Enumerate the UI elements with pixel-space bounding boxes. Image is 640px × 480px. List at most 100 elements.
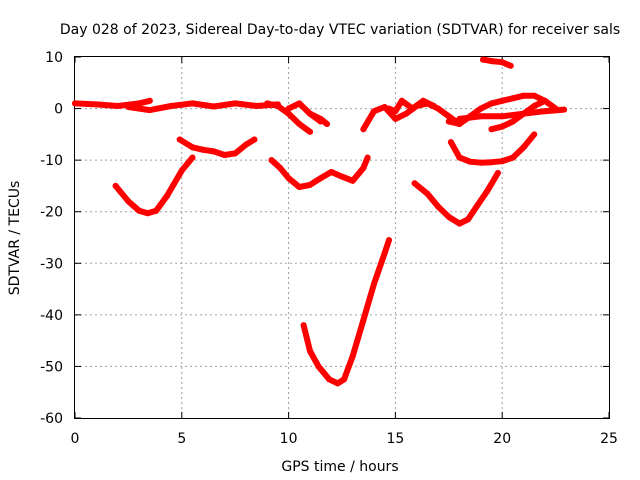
- data-point: [349, 177, 356, 184]
- data-point: [488, 58, 495, 65]
- data-point: [146, 107, 153, 114]
- x-tick-label: 0: [71, 431, 80, 447]
- data-point: [200, 146, 207, 153]
- y-tick-label: -60: [40, 411, 63, 427]
- data-point: [411, 180, 418, 187]
- data-point: [285, 175, 292, 182]
- data-point: [178, 167, 185, 174]
- data-point: [424, 190, 431, 197]
- data-point: [467, 158, 474, 165]
- data-point: [144, 210, 151, 217]
- data-point: [328, 169, 335, 175]
- data-point: [317, 175, 324, 182]
- data-point: [499, 97, 506, 104]
- data-point: [420, 97, 427, 104]
- data-point: [176, 136, 183, 143]
- data-point: [445, 118, 452, 125]
- y-tick-label: -10: [40, 153, 63, 169]
- data-point: [349, 353, 356, 360]
- data-point: [189, 100, 196, 107]
- data-point: [72, 100, 78, 107]
- data-point: [285, 110, 292, 117]
- data-point: [360, 164, 367, 171]
- data-point: [409, 105, 416, 112]
- y-tick-label: -50: [40, 359, 63, 375]
- data-point: [488, 100, 495, 107]
- data-point: [125, 198, 132, 205]
- x-tick-label: 25: [600, 431, 618, 447]
- x-tick-label: 10: [280, 431, 298, 447]
- data-point: [317, 115, 324, 122]
- x-tick-label: 15: [386, 431, 404, 447]
- data-point: [507, 62, 514, 69]
- data-point: [456, 154, 463, 161]
- data-point: [447, 139, 454, 146]
- data-point: [509, 95, 516, 102]
- data-point: [315, 363, 322, 370]
- data-point: [520, 110, 527, 117]
- data-point: [488, 159, 495, 166]
- data-point: [499, 113, 506, 120]
- data-point: [456, 121, 463, 127]
- data-point: [531, 131, 538, 138]
- data-point: [264, 100, 271, 107]
- y-tick-label: -20: [40, 205, 63, 221]
- data-point: [494, 170, 501, 176]
- data-point: [168, 103, 175, 109]
- data-point: [341, 376, 348, 383]
- data-point: [364, 154, 371, 161]
- data-point: [146, 97, 153, 104]
- x-axis-title: GPS time / hours: [281, 459, 398, 475]
- data-point: [307, 348, 313, 354]
- data-point: [136, 207, 143, 214]
- data-point: [371, 108, 377, 115]
- data-point: [210, 103, 217, 110]
- data-point: [386, 105, 392, 112]
- data-point: [93, 101, 100, 108]
- y-tick-labels: -60 -50 -40 -30 -20 -10 0 10: [40, 50, 63, 427]
- data-point: [324, 121, 330, 127]
- data-point: [277, 164, 284, 171]
- data-point: [465, 216, 471, 223]
- plot-frame: [74, 56, 610, 419]
- data-point: [477, 105, 484, 112]
- data-point: [509, 154, 516, 161]
- series-line-s2: [125, 100, 281, 114]
- data-point: [300, 322, 307, 329]
- data-point: [561, 106, 568, 113]
- y-axis-title: SDTVAR / TECUs: [7, 181, 23, 296]
- x-tick-labels: 0 5 10 15 20 25: [71, 431, 618, 447]
- data-point: [445, 113, 452, 120]
- x-tick-label: 5: [177, 431, 186, 447]
- data-point: [531, 92, 538, 99]
- data-point: [499, 158, 506, 165]
- data-point: [253, 103, 260, 109]
- y-tick-label: -40: [40, 308, 63, 324]
- data-point: [232, 150, 239, 157]
- data-point: [296, 121, 303, 127]
- data-point: [326, 376, 333, 383]
- data-point: [488, 126, 495, 133]
- data-point: [541, 97, 548, 104]
- data-point: [221, 152, 228, 158]
- data-point: [392, 115, 399, 122]
- data-point: [285, 105, 292, 112]
- data-point: [477, 159, 484, 166]
- data-point: [473, 203, 480, 210]
- data-point: [163, 193, 170, 200]
- data-point: [189, 154, 196, 161]
- data-point: [381, 250, 388, 256]
- data-point: [274, 103, 281, 109]
- data-point: [520, 92, 527, 99]
- data-point: [125, 104, 132, 110]
- series-line-s15: [480, 56, 514, 69]
- data-point: [499, 123, 506, 130]
- data-point: [112, 182, 119, 189]
- data-point: [435, 105, 442, 112]
- data-point: [189, 144, 196, 151]
- data-point: [251, 136, 258, 143]
- series-line-s13: [456, 106, 568, 122]
- data-point: [114, 103, 121, 109]
